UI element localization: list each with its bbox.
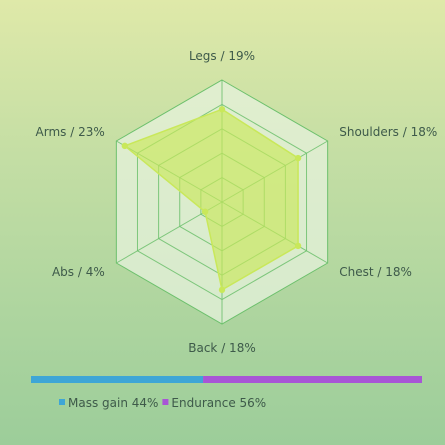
split-bar-segment: [31, 376, 204, 383]
legend: Mass gain 44% Endurance 56%: [59, 396, 266, 410]
legend-swatch: [59, 399, 65, 405]
axis-label: Back / 18%: [188, 341, 255, 355]
axis-label: Chest / 18%: [339, 265, 412, 279]
radar-data: [121, 106, 302, 294]
axis-label: Legs / 19%: [189, 49, 255, 63]
legend-swatch: [162, 399, 169, 405]
split-bar-segment: [203, 376, 422, 383]
legend-label: Mass gain 44%: [68, 396, 158, 410]
axis-labels: Legs / 19% Shoulders / 18% Chest / 18% Back…: [36, 49, 438, 355]
data-point: [294, 242, 302, 250]
axis-label: Abs / 4%: [52, 265, 105, 279]
data-point: [218, 286, 226, 294]
axis-label: Shoulders / 18%: [339, 125, 437, 139]
split-bar: [31, 376, 422, 383]
data-point: [294, 154, 302, 162]
legend-label: Endurance 56%: [171, 396, 266, 410]
data-point: [121, 142, 128, 150]
data-point: [201, 208, 209, 215]
axis-label: Arms / 23%: [36, 125, 105, 139]
data-point: [218, 106, 226, 113]
